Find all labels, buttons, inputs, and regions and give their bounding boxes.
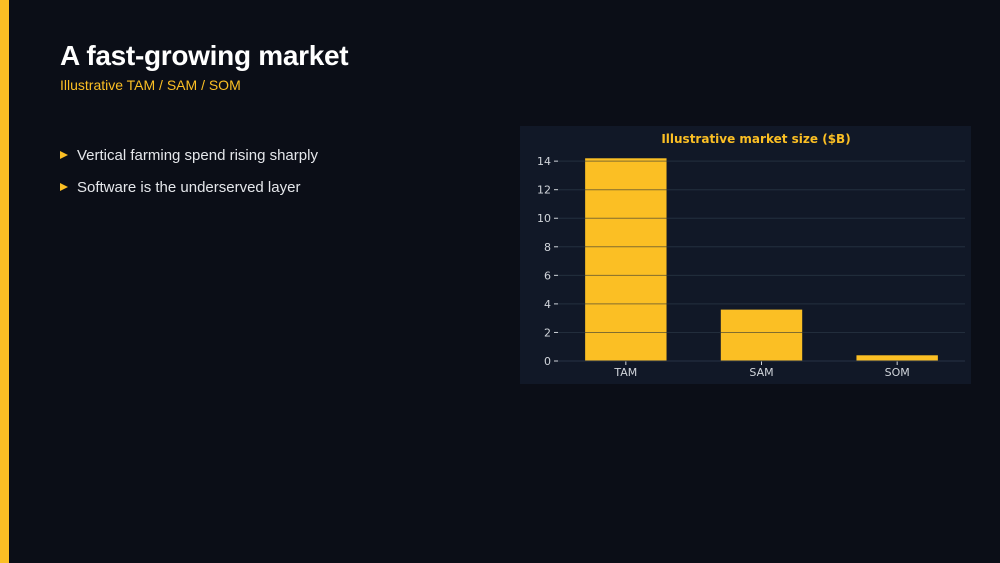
chart-svg: Illustrative market size ($B) 0 2 4 6 8 10 12 1… (537, 132, 965, 379)
bar-tam (585, 158, 667, 361)
x-tick-label: TAM (613, 366, 637, 379)
x-tick-label: SAM (749, 366, 773, 379)
slide-subtitle: Illustrative TAM / SAM / SOM (60, 77, 241, 93)
x-tick-label: SOM (885, 366, 910, 379)
y-tick-label: 10 (537, 212, 551, 225)
chart-title: Illustrative market size ($B) (661, 132, 850, 146)
bullet-text: Vertical farming spend rising sharply (77, 146, 318, 164)
market-size-chart: Illustrative market size ($B) 0 2 4 6 8 10 12 1… (520, 126, 971, 384)
y-tick-label: 2 (544, 326, 551, 339)
bullet-item: Vertical farming spend rising sharply (60, 145, 318, 165)
triangle-bullet-icon (60, 183, 68, 191)
y-tick-label: 4 (544, 298, 551, 311)
axis-layer: 0 2 4 6 8 10 12 14 TAM SAM SOM (537, 155, 965, 379)
bar-layer (558, 158, 965, 362)
slide-title: A fast-growing market (60, 40, 349, 71)
y-tick-label: 14 (537, 155, 551, 168)
accent-bar (0, 0, 9, 563)
y-tick-label: 6 (544, 269, 551, 282)
bullet-text: Software is the underserved layer (77, 178, 301, 196)
triangle-bullet-icon (60, 151, 68, 159)
bar-som (856, 355, 938, 361)
bullet-item: Software is the underserved layer (60, 177, 318, 197)
bar-sam (720, 309, 803, 361)
y-tick-label: 12 (537, 184, 551, 197)
y-tick-label: 0 (544, 355, 551, 368)
y-tick-label: 8 (544, 241, 551, 254)
bullet-list: Vertical farming spend rising sharply So… (60, 145, 318, 209)
